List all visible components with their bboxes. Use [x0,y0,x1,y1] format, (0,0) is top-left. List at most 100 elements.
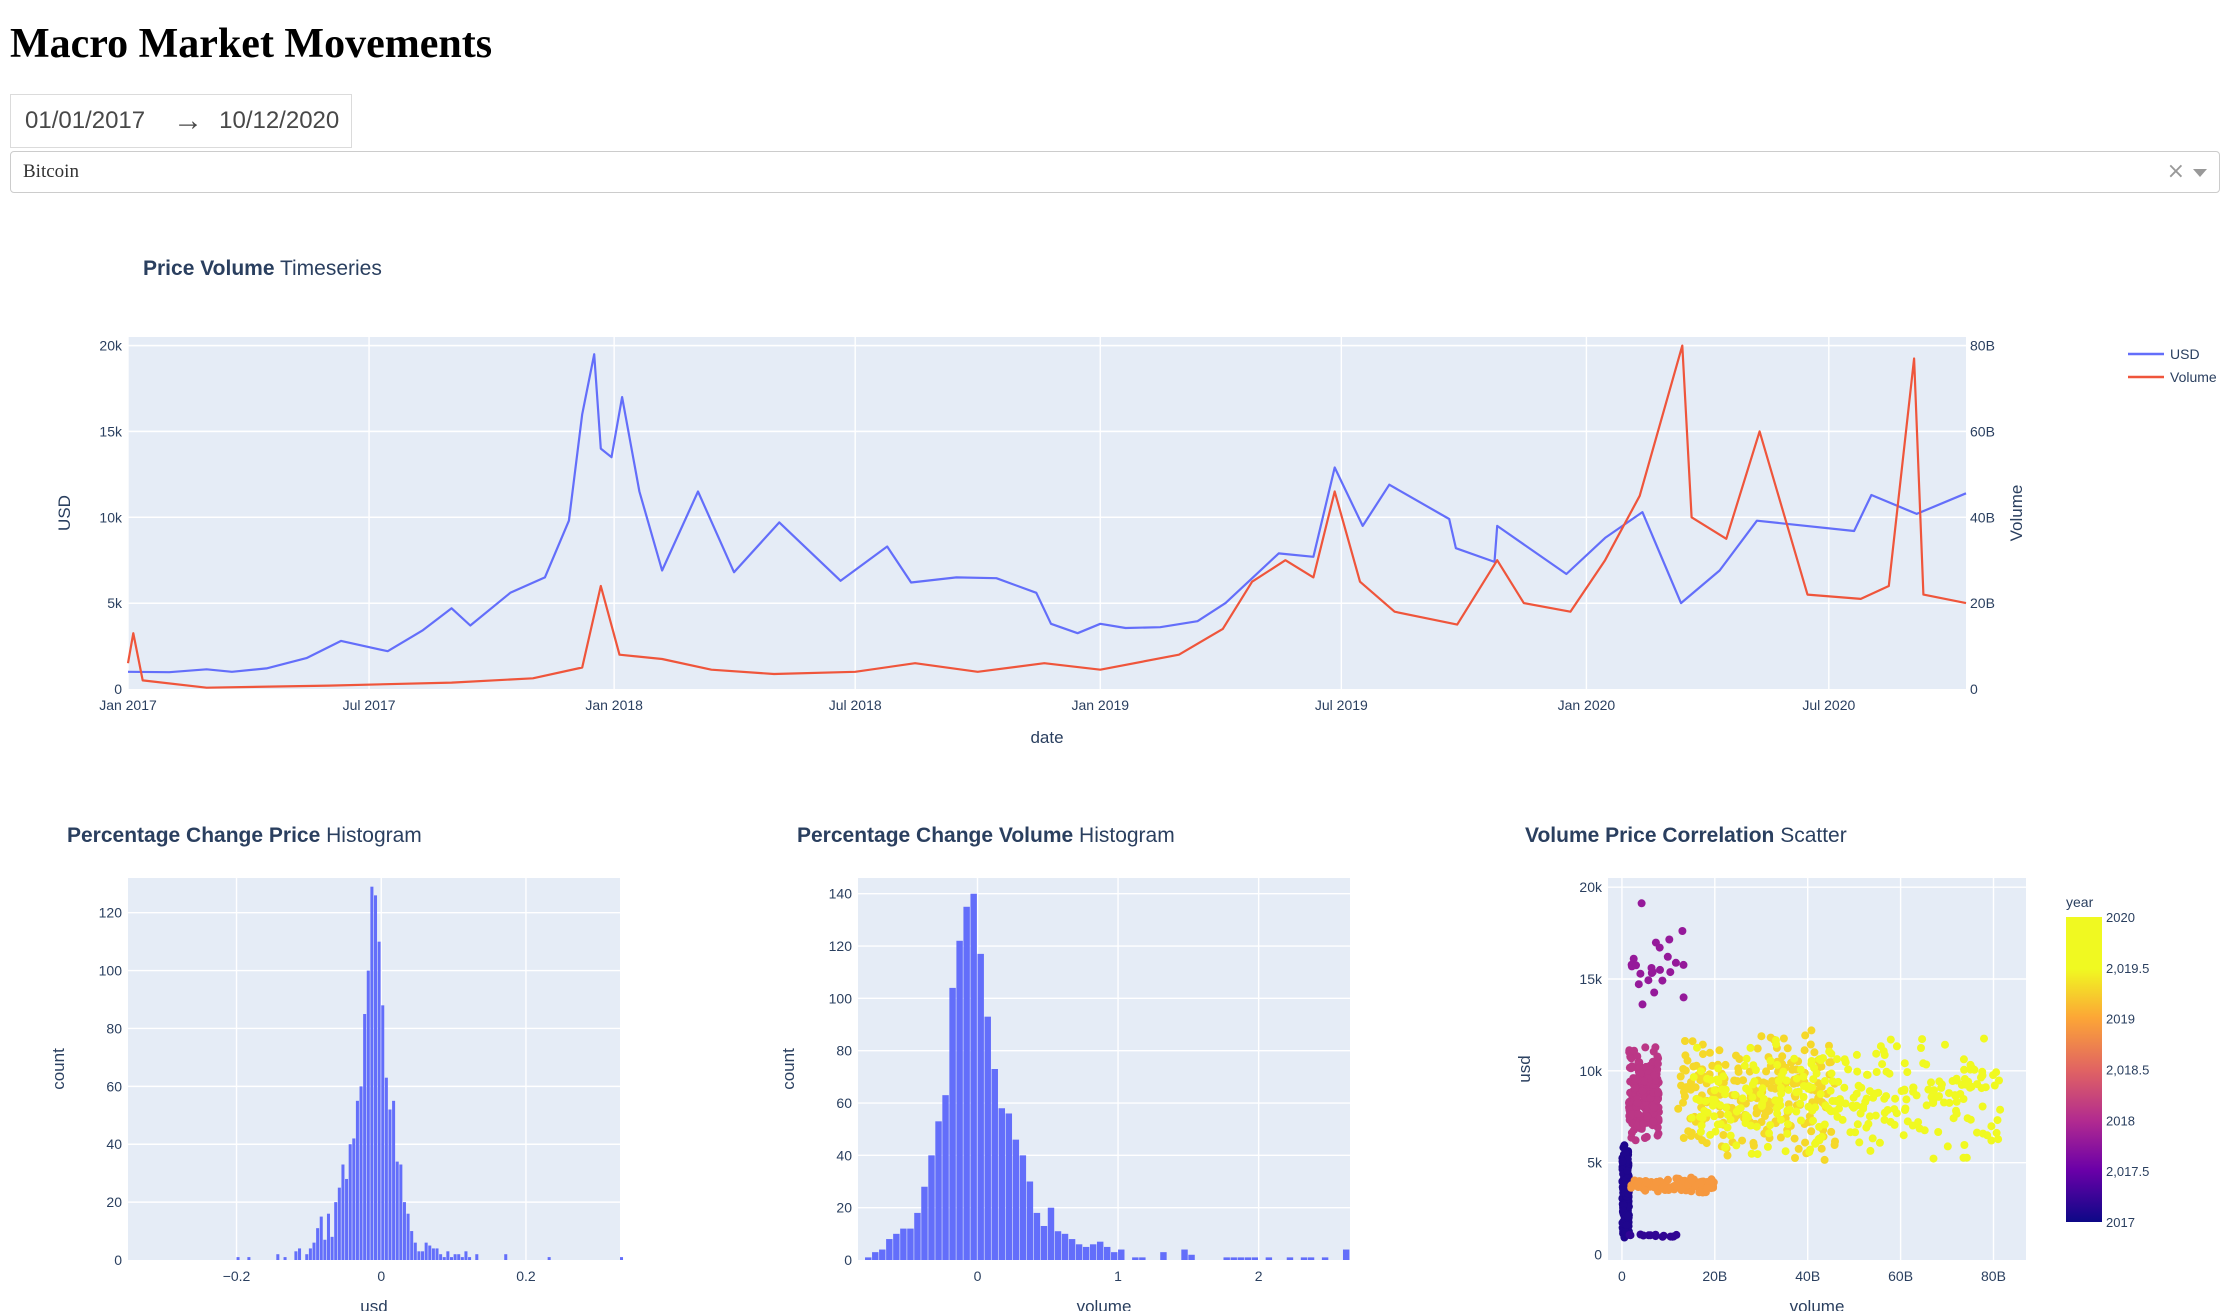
histogram-bar [247,1257,251,1260]
scatter-point [1636,969,1645,978]
histogram-bar [308,1248,312,1260]
end-date-input[interactable]: 10/12/2020 [219,107,340,134]
x-axis-label: volume [1790,1297,1845,1311]
scatter-point [1759,1095,1768,1103]
scatter-point [1766,1056,1775,1065]
scatter-point [1983,1131,1992,1140]
chart-title-bold-2: Percentage Change Volume [797,824,1073,847]
scatter-point [1792,1074,1801,1083]
scatter-point [1807,1057,1816,1065]
scatter-point [1698,1114,1707,1122]
scatter-point [1638,1000,1647,1009]
histogram-bar [1012,1139,1020,1260]
y-tick-label: 10k [1579,1063,1603,1079]
scatter-point [1815,1122,1824,1131]
y-tick-label: 5k [1587,1155,1603,1171]
scatter-point [1721,1142,1730,1151]
colorbar-tick-label: 2017 [2106,1215,2135,1230]
scatter-point [1960,1065,1969,1074]
y-tick-label: 80 [836,1043,852,1059]
scatter-point [1687,1113,1696,1122]
scatter-point [1871,1089,1880,1098]
scatter-point [1631,1084,1640,1093]
scatter-point [1696,1127,1705,1136]
scatter-point [1710,1086,1719,1095]
scatter-point [1628,1110,1637,1119]
chevron-down-icon[interactable] [2193,169,2207,177]
y2-tick-label: 60B [1970,423,1995,439]
scatter-point [1723,1123,1732,1132]
scatter-point [1804,1102,1813,1111]
scatter-point [1951,1092,1960,1100]
histogram-bar [942,1095,949,1260]
chart-title-rest-2: Histogram [1073,824,1175,847]
scatter-point [1653,1052,1662,1061]
scatter-point [1852,1089,1861,1098]
scatter-point [1689,1073,1698,1082]
scatter-point [1897,1087,1906,1095]
histogram-bar [1230,1257,1237,1260]
scatter-point [1734,1064,1743,1073]
scatter-point [1973,1080,1982,1089]
histogram-bar [384,1077,388,1260]
date-range-picker[interactable]: 01/01/2017 → 10/12/2020 [10,94,352,148]
scatter-point [1961,1080,1970,1089]
scatter-point [1799,1072,1808,1081]
histogram-bar [388,1109,392,1260]
histogram-bar [330,1236,334,1260]
scatter-point [1663,952,1672,961]
x-tick-label: Jul 2018 [829,697,882,713]
scatter-point [1679,960,1688,969]
scatter-point [1625,1231,1634,1239]
scatter-point [1794,1144,1803,1153]
scatter-point [1876,1042,1885,1051]
scatter-point [1992,1128,2001,1137]
histogram-bar [421,1251,425,1260]
scatter-point [1883,1106,1892,1114]
colorbar-tick-label: 2,019.5 [2106,961,2149,976]
chart-title-1: Percentage Change Price Histogram [67,824,422,847]
histogram-bar [374,895,378,1260]
scatter-point [1771,1036,1780,1045]
histogram-bar [431,1248,435,1260]
histogram-bar [1118,1249,1125,1260]
chart-title-rest-0: Timeseries [275,257,382,280]
histogram-bar [345,1178,349,1260]
scatter-point [1692,1061,1701,1070]
x-tick-label: Jan 2017 [99,697,157,713]
scatter-point [1618,1157,1627,1166]
histogram-bar [1251,1257,1259,1260]
scatter-point [1669,1232,1678,1241]
scatter-point [1927,1078,1935,1087]
scatter-point [1736,1104,1745,1113]
asset-dropdown[interactable]: Bitcoin × [10,151,2220,193]
scatter-point [1649,1117,1658,1126]
histogram-bar [1132,1257,1139,1260]
histogram-bar [402,1202,406,1260]
scatter-point [1806,1145,1815,1154]
chart-title-bold-3: Volume Price Correlation [1525,824,1774,847]
clear-icon[interactable]: × [2166,159,2185,184]
scatter-point [1702,1183,1711,1192]
histogram-bar [504,1254,508,1260]
scatter-point [1865,1112,1874,1121]
scatter-point [1627,1128,1636,1137]
histogram-bar [1019,1155,1027,1260]
scatter-point [1752,1122,1761,1131]
scatter-point [1693,1043,1701,1052]
scatter-point [1784,1120,1792,1129]
scatter-point [1959,1095,1968,1103]
scatter-point [1862,1094,1871,1103]
scatter-point [1844,1065,1853,1074]
start-date-input[interactable]: 01/01/2017 [25,107,146,134]
scatter-point [1684,1127,1693,1136]
scatter-point [1872,1049,1881,1058]
scatter-point [1742,1054,1751,1063]
scatter-point [1658,1232,1667,1241]
scatter-point [1715,1046,1724,1055]
histogram-bar [334,1202,338,1260]
scatter-point [1807,1026,1816,1035]
scatter-point [1996,1105,2005,1114]
x-tick-label: Jan 2018 [585,697,643,713]
